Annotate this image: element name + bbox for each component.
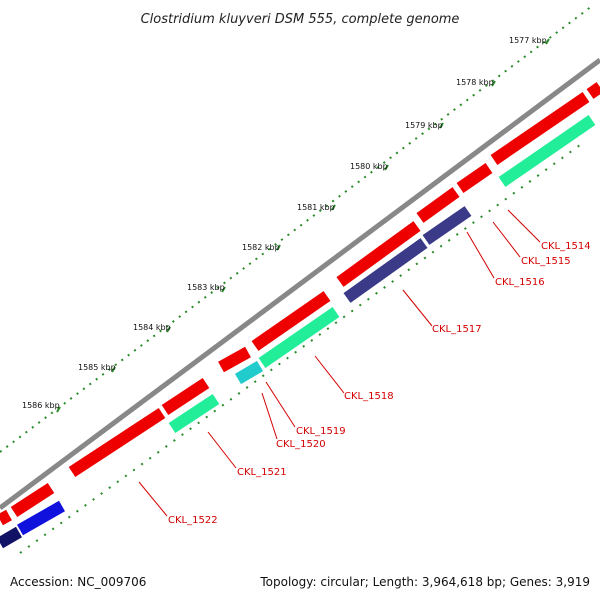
- gene-label-ckl-1521[interactable]: CKL_1521: [237, 467, 287, 478]
- gene-block[interactable]: [416, 187, 460, 223]
- gene-label-ckl-1517[interactable]: CKL_1517: [432, 324, 482, 335]
- kbp-label: 1578 kbp: [456, 78, 494, 87]
- kbp-label: 1579 kbp: [405, 121, 443, 130]
- reverse-strand-genes: [0, 115, 596, 549]
- kbp-label: 1581 kbp: [297, 203, 335, 212]
- gene-label-ckl-1516[interactable]: CKL_1516: [495, 277, 545, 288]
- gene-block[interactable]: [17, 500, 65, 536]
- gene-block[interactable]: [343, 238, 428, 303]
- gene-block[interactable]: [234, 360, 264, 385]
- gene-block[interactable]: [161, 377, 210, 416]
- gene-block[interactable]: [258, 307, 340, 368]
- tick-mark: [491, 80, 496, 87]
- tick-mark: [56, 406, 61, 413]
- gene-block[interactable]: [0, 509, 12, 526]
- scale-ticks: [56, 38, 550, 413]
- tick-mark: [276, 244, 281, 251]
- kbp-label: 1582 kbp: [242, 243, 280, 252]
- gene-block[interactable]: [336, 221, 421, 287]
- gene-block[interactable]: [68, 407, 166, 478]
- gene-label-ckl-1518[interactable]: CKL_1518: [344, 391, 394, 402]
- tick-mark: [331, 204, 336, 211]
- gene-block[interactable]: [586, 82, 600, 99]
- kbp-label: 1583 kbp: [187, 283, 225, 292]
- forward-strand-genes: [0, 82, 600, 526]
- scale-ring: [0, 5, 593, 453]
- genome-backbone: [0, 57, 600, 511]
- label-leaders: [138, 209, 541, 517]
- gene-block[interactable]: [422, 206, 472, 245]
- tick-mark: [111, 366, 116, 373]
- kbp-label: 1586 kbp: [22, 401, 60, 410]
- accession-text: Accession: NC_009706: [10, 575, 146, 589]
- tick-mark: [221, 286, 226, 293]
- gene-block[interactable]: [498, 115, 596, 187]
- gene-block[interactable]: [490, 92, 590, 165]
- tick-mark: [166, 326, 171, 333]
- gene-label-ckl-1522[interactable]: CKL_1522: [168, 515, 218, 526]
- gene-block[interactable]: [10, 482, 55, 518]
- gene-block[interactable]: [218, 346, 251, 373]
- scale-labels: 1577 kbp 1578 kbp 1579 kbp 1580 kbp 1581…: [22, 36, 547, 410]
- gene-label-ckl-1520[interactable]: CKL_1520: [276, 439, 326, 450]
- gene-label-ckl-1515[interactable]: CKL_1515: [521, 256, 571, 267]
- map-title: Clostridium kluyveri DSM 555, complete g…: [141, 12, 460, 27]
- gene-label-ckl-1514[interactable]: CKL_1514: [541, 241, 591, 252]
- gene-label-ckl-1519[interactable]: CKL_1519: [296, 426, 346, 437]
- kbp-label: 1585 kbp: [78, 363, 116, 372]
- genome-summary-text: Topology: circular; Length: 3,964,618 bp…: [259, 575, 590, 589]
- gene-block[interactable]: [168, 393, 220, 434]
- tick-mark: [545, 38, 550, 45]
- gene-block[interactable]: [456, 163, 493, 193]
- tick-mark: [439, 122, 444, 129]
- kbp-label: 1577 kbp: [509, 36, 547, 45]
- tick-mark: [384, 164, 389, 171]
- gene-labels: CKL_1514 CKL_1515 CKL_1516 CKL_1517 CKL_…: [168, 241, 591, 526]
- gene-block[interactable]: [0, 526, 23, 549]
- gene-block[interactable]: [251, 291, 331, 351]
- kbp-label: 1584 kbp: [133, 323, 171, 332]
- kbp-label: 1580 kbp: [350, 162, 388, 171]
